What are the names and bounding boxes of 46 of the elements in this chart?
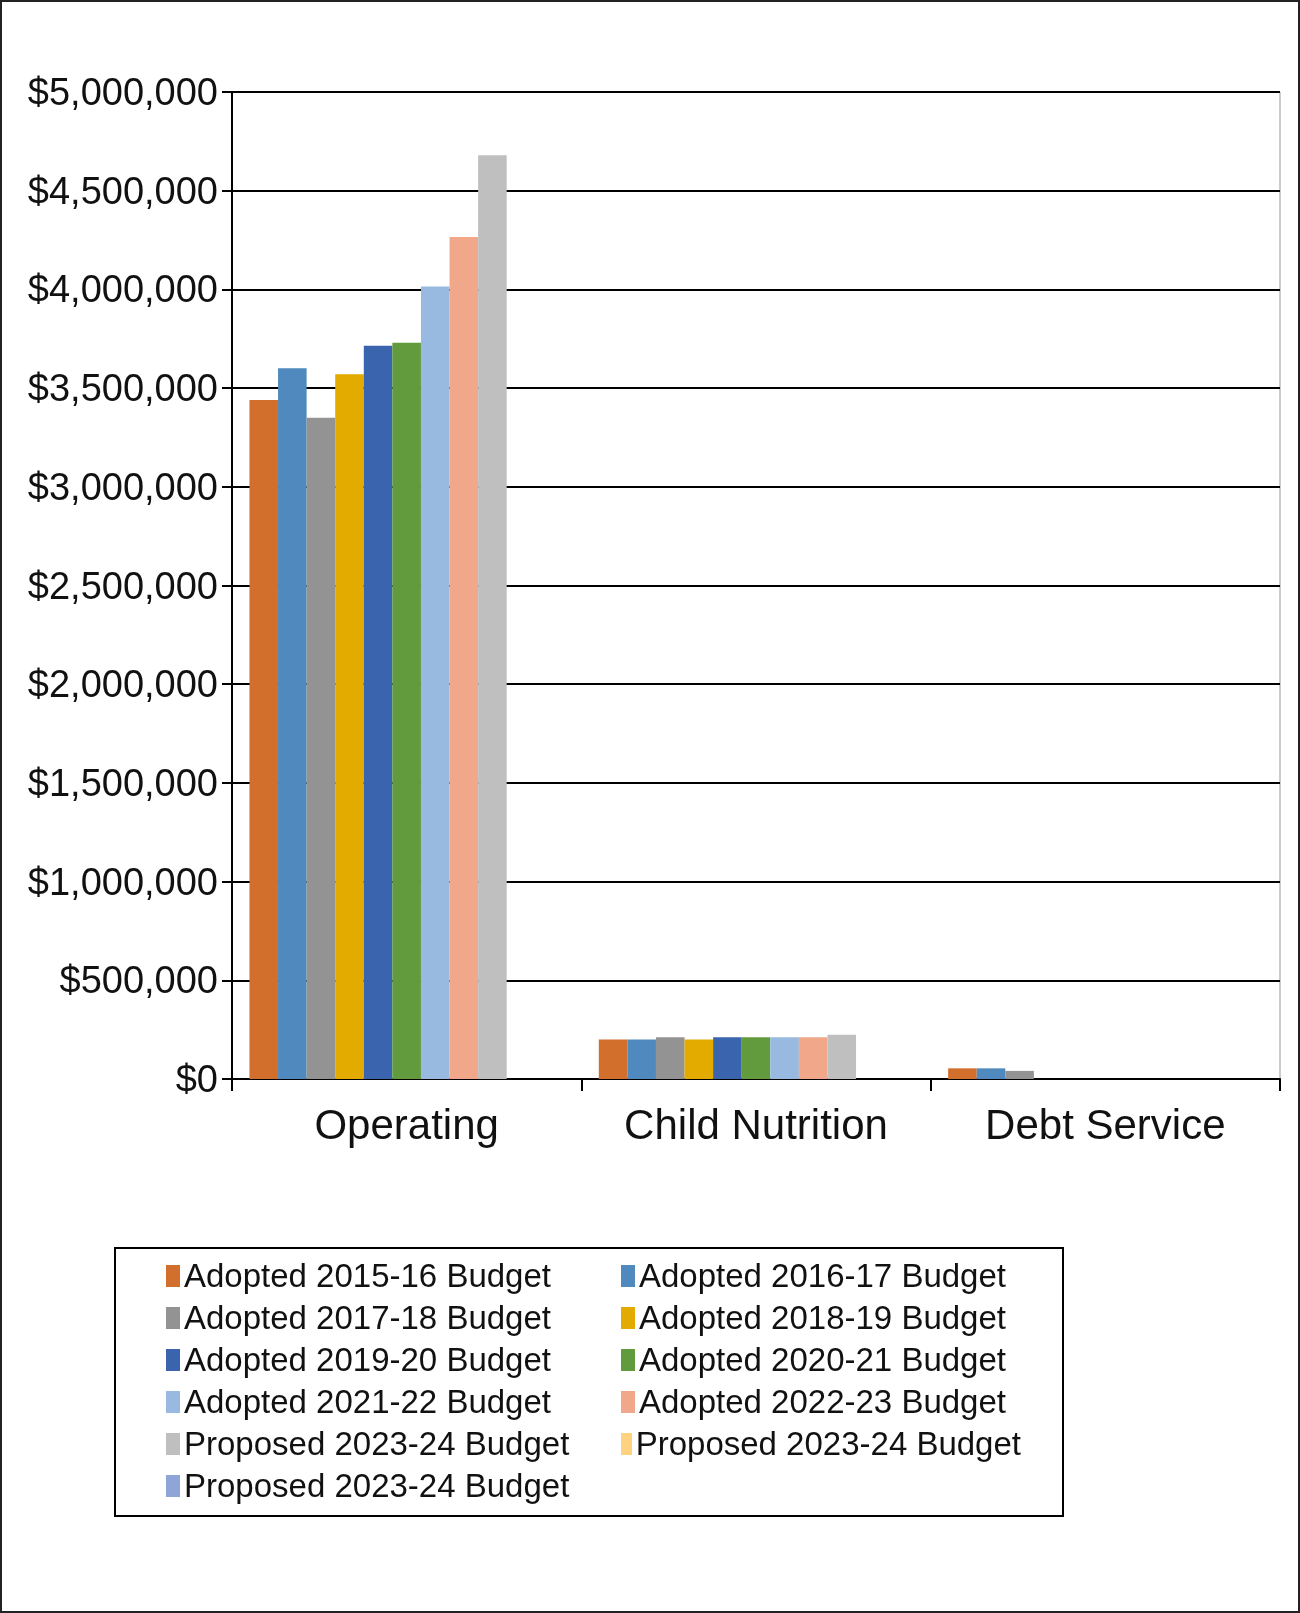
y-tick-label: $4,000,000 — [27, 268, 218, 311]
y-tick-label: $1,500,000 — [27, 761, 218, 804]
legend-label: Adopted 2021-22 Budget — [184, 1382, 551, 1422]
bar — [363, 345, 393, 1079]
bar — [684, 1039, 714, 1079]
y-tick-label: $3,500,000 — [27, 367, 218, 410]
bar — [770, 1037, 799, 1079]
bar — [713, 1037, 742, 1079]
bar — [655, 1037, 685, 1079]
y-tick-label: $2,000,000 — [27, 663, 218, 706]
legend-label: Adopted 2016-17 Budget — [639, 1256, 1006, 1296]
y-tick-label: $4,500,000 — [27, 169, 218, 212]
bar — [478, 155, 507, 1079]
legend-label: Proposed 2023-24 Budget — [635, 1424, 1021, 1464]
legend-label: Adopted 2017-18 Budget — [184, 1298, 551, 1338]
bar — [741, 1037, 771, 1079]
bar — [798, 1037, 828, 1079]
legend-label: Adopted 2020-21 Budget — [639, 1340, 1006, 1380]
y-tick-label: $3,000,000 — [27, 465, 218, 508]
bar — [976, 1068, 1006, 1079]
bar — [249, 399, 279, 1079]
y-tick-label: $5,000,000 — [27, 71, 218, 113]
bar — [420, 286, 450, 1079]
bar — [598, 1039, 628, 1079]
x-tick-label: Child Nutrition — [624, 1100, 888, 1148]
bar — [306, 417, 336, 1079]
legend-label: Proposed 2023-24 Budget — [184, 1424, 570, 1464]
y-tick-label: $2,500,000 — [27, 564, 218, 607]
bar — [948, 1068, 977, 1079]
y-tick-label: $0 — [175, 1058, 218, 1100]
legend-label: Adopted 2022-23 Budget — [639, 1382, 1006, 1422]
y-tick-label: $500,000 — [59, 959, 218, 1002]
bar — [449, 237, 479, 1079]
legend-label: Proposed 2023-24 Budget — [184, 1466, 570, 1506]
bar — [335, 374, 364, 1079]
x-tick-label: Operating — [314, 1100, 499, 1148]
bar — [627, 1039, 656, 1079]
legend-label: Adopted 2015-16 Budget — [184, 1256, 551, 1296]
bar — [1005, 1070, 1034, 1079]
legend-label: Adopted 2018-19 Budget — [639, 1298, 1006, 1338]
y-tick-label: $1,000,000 — [27, 860, 218, 903]
x-tick-label: Debt Service — [985, 1100, 1226, 1148]
bar — [392, 342, 421, 1079]
bar — [827, 1034, 857, 1079]
bar — [278, 368, 307, 1079]
legend-label: Adopted 2019-20 Budget — [184, 1340, 551, 1380]
